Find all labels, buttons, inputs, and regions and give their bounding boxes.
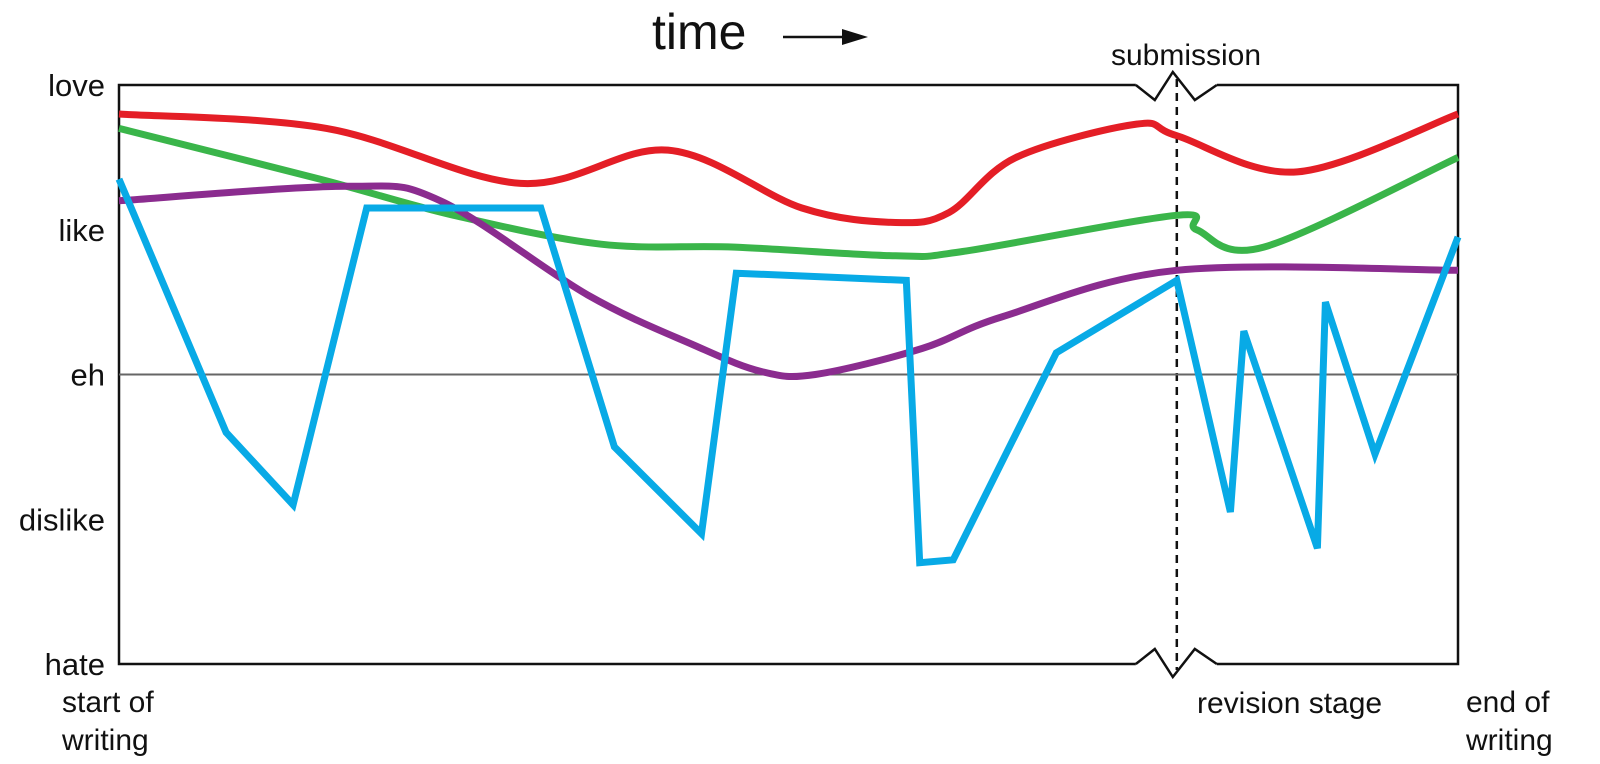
- series-line-4: [115, 177, 1462, 567]
- revision-stage-label: revision stage: [1197, 687, 1382, 720]
- y-tick-label-like: like: [58, 213, 105, 248]
- y-tick-label-eh: eh: [71, 358, 105, 393]
- start-of-writing-label: start of writing: [61, 686, 154, 757]
- series-group: [115, 110, 1462, 567]
- end-of-writing-label: end of writing: [1465, 686, 1553, 757]
- series-line-2: [118, 125, 1460, 261]
- y-tick-label-hate: hate: [45, 647, 105, 682]
- axis-break-top: [1135, 69, 1218, 102]
- submission-label: submission: [1111, 39, 1261, 72]
- title-arrow-icon: [783, 29, 868, 45]
- y-tick-label-dislike: dislike: [19, 502, 105, 537]
- axis-break-bottom: [1135, 647, 1218, 680]
- series-line-1: [118, 110, 1460, 227]
- series-line-3: [118, 182, 1459, 381]
- y-tick-label-love: love: [48, 68, 105, 103]
- y-tick-labels: love like eh dislike hate: [19, 68, 105, 682]
- chart-title: time: [652, 4, 746, 60]
